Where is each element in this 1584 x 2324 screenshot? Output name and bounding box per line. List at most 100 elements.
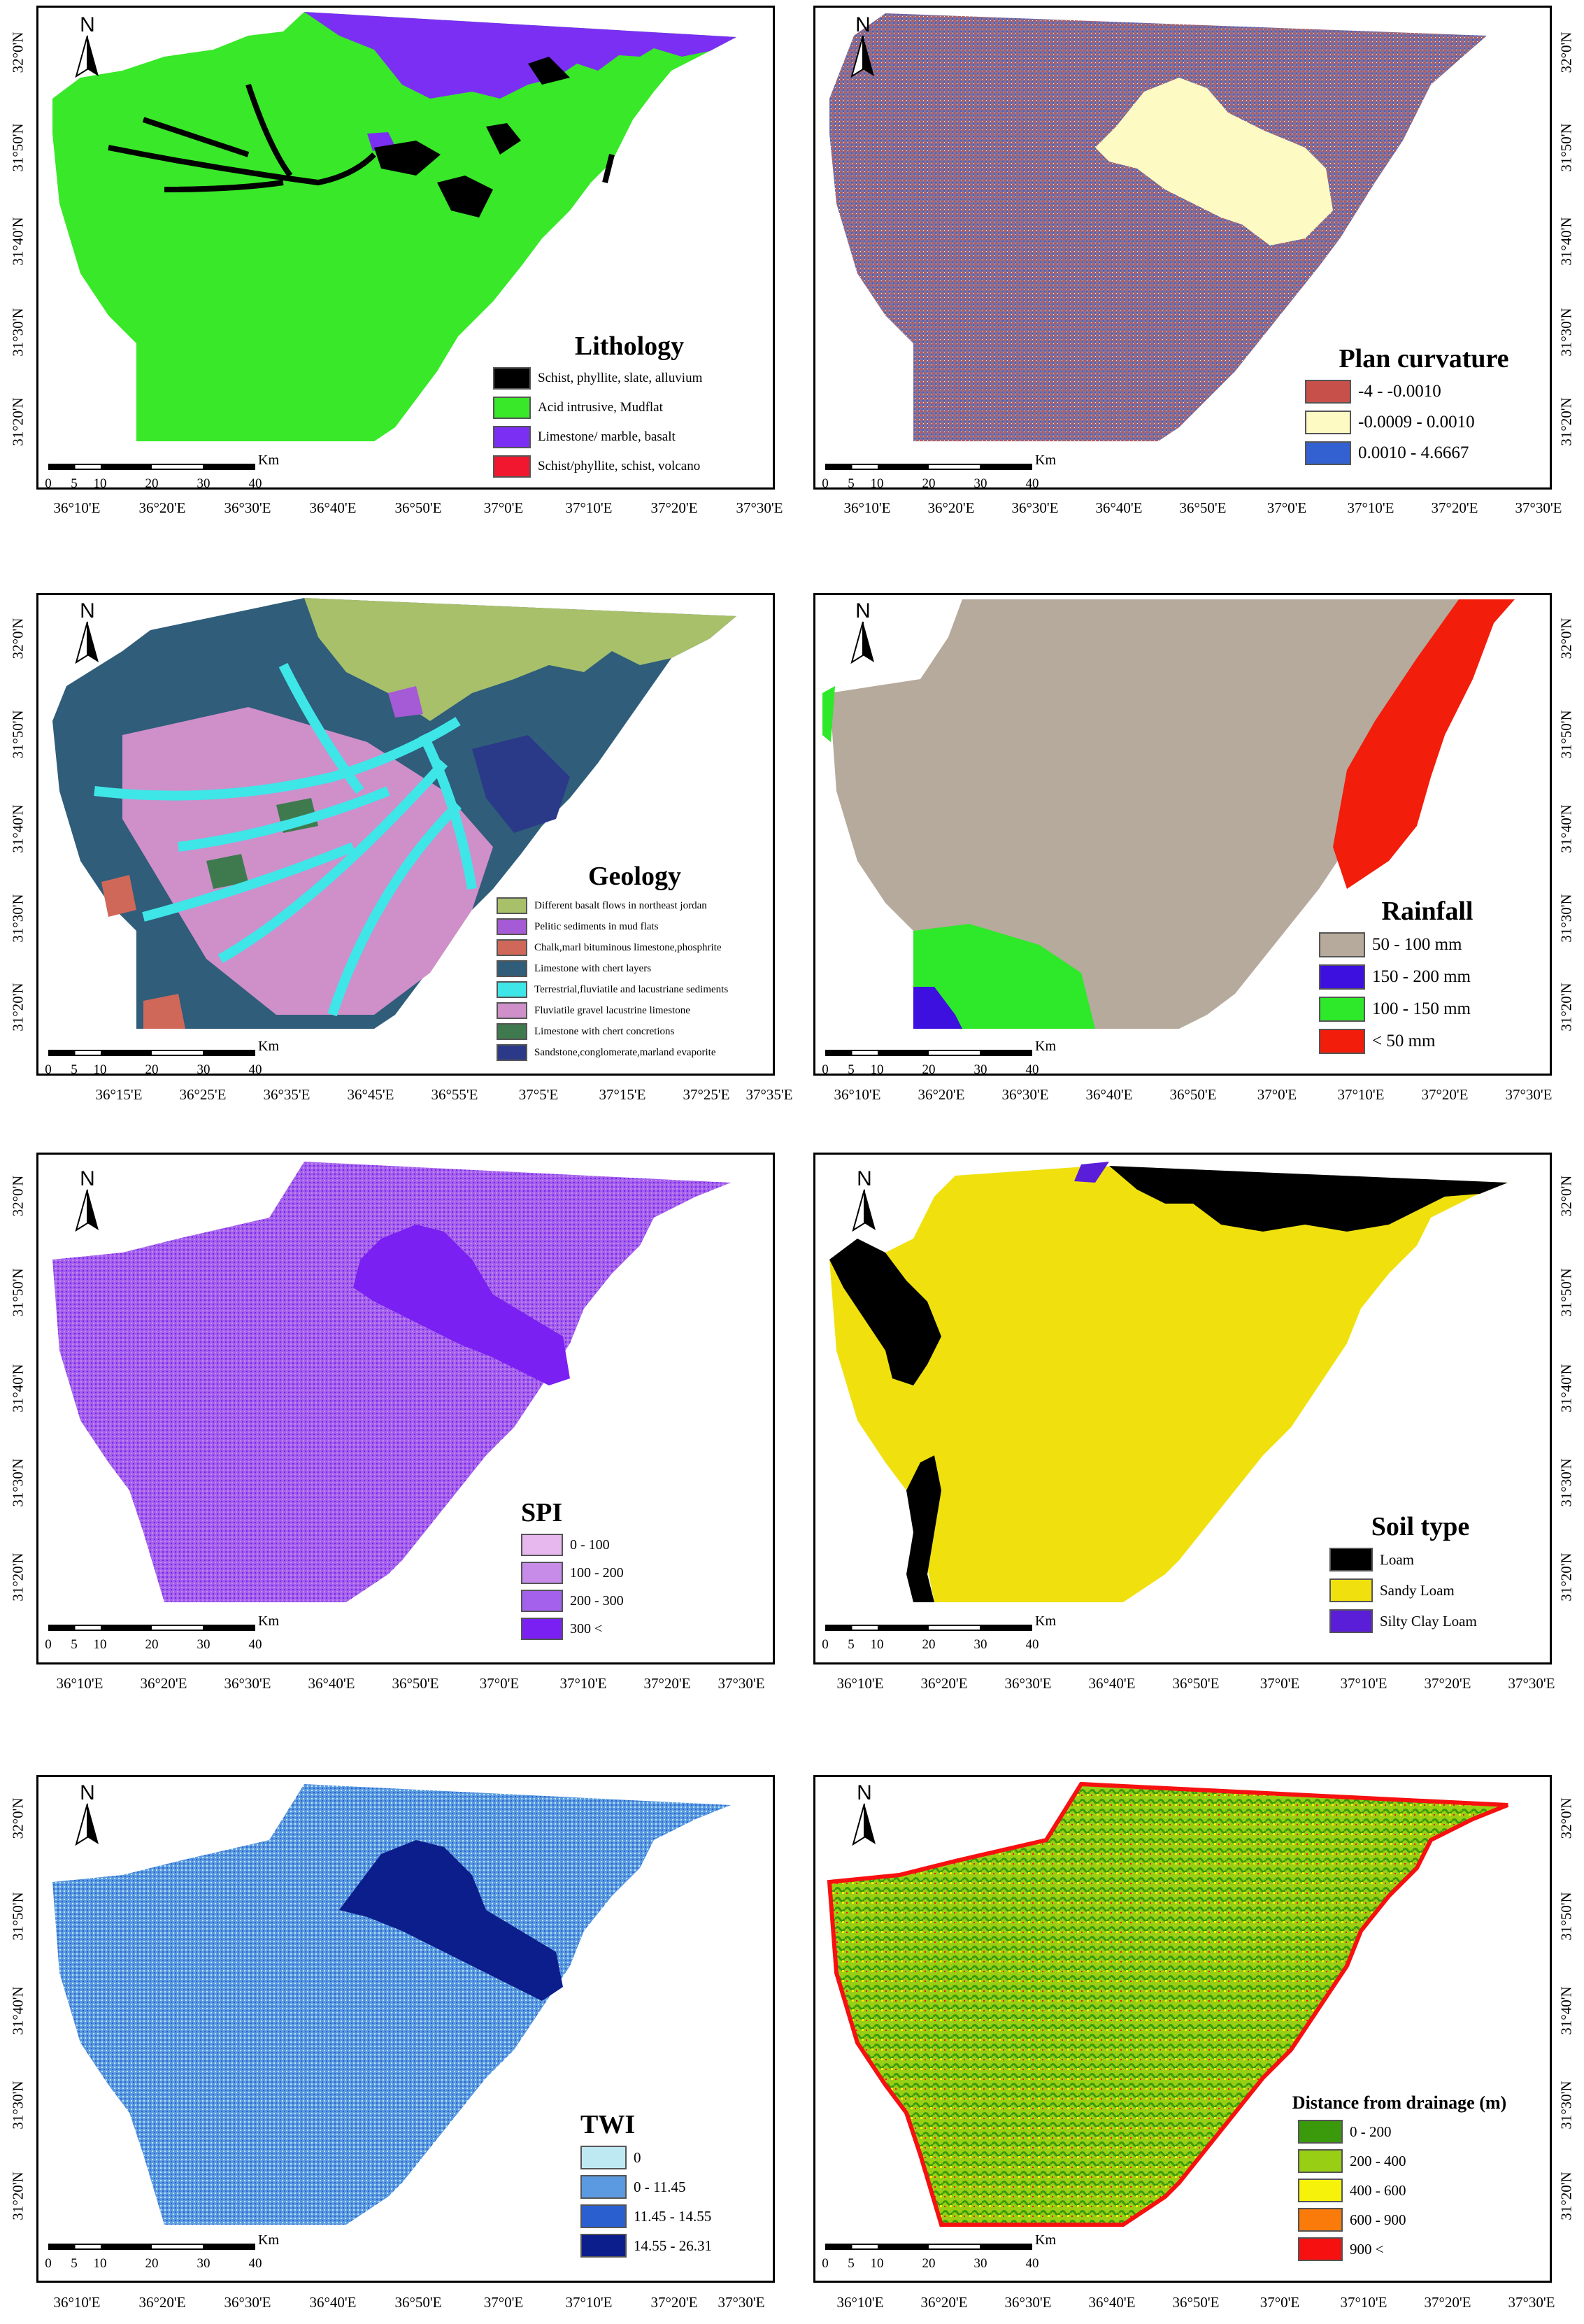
legend-label: Limestone with chert layers — [534, 962, 652, 974]
lon-label: 36°50'E — [394, 2294, 442, 2311]
geology-chalk-patches — [101, 875, 185, 1029]
lithology-limestone-area — [304, 12, 736, 99]
legend-title-distance-drainage: Distance from drainage (m) — [1292, 2093, 1507, 2113]
map-distance-drainage — [827, 1781, 1509, 2227]
north-arrow: N — [842, 599, 884, 676]
lat-label: 31°50'N — [1557, 710, 1575, 759]
legend-swatch — [1329, 1609, 1373, 1633]
legend-label: 400 - 600 — [1350, 2181, 1406, 2199]
lat-label: 31°50'N — [1557, 1892, 1575, 1941]
legend-label: Loam — [1380, 1550, 1414, 1568]
soil-loam-southwest-strip — [906, 1455, 941, 1602]
lon-label: 37°20'E — [643, 1675, 691, 1692]
lon-label: 37°30'E — [1508, 2294, 1555, 2311]
scale-tick: 0 — [45, 1062, 52, 1076]
legend-label: < 50 mm — [1372, 1032, 1436, 1050]
lon-label: 37°20'E — [1424, 2294, 1471, 2311]
lon-label: 37°10'E — [1340, 2294, 1387, 2311]
scale-tick: 10 — [870, 476, 884, 490]
legend-row: 11.45 - 14.55 — [580, 2204, 748, 2228]
legend-swatch — [580, 2175, 627, 2199]
lat-label: 31°30'N — [9, 2081, 27, 2130]
lon-label: 37°20'E — [1421, 1086, 1469, 1103]
north-label: N — [855, 13, 871, 36]
legend-distance-drainage: Distance from drainage (m) 0 - 200 200 -… — [1270, 2092, 1543, 2267]
scale-tick: 40 — [1025, 1637, 1039, 1652]
legend-label: 0 - 11.45 — [634, 2178, 686, 2195]
map-geology — [52, 598, 736, 1029]
lon-label: 36°50'E — [394, 499, 442, 516]
legend-row: 100 - 200 — [521, 1562, 675, 1584]
map-frame-distance-drainage: N Distance from drainage (m) 0 - 200 200… — [813, 1775, 1552, 2283]
lon-label: 37°30'E — [718, 2294, 765, 2311]
legend-label: 0 - 100 — [570, 1537, 610, 1553]
map-frame-spi: N SPI 0 - 100 100 - 200 200 - 300 300 < … — [36, 1153, 775, 1664]
lat-label: 32°0'N — [1557, 31, 1575, 73]
legend-row: Schist, phyllite, slate, alluvium — [493, 367, 766, 390]
lon-label: 36°50'E — [1169, 1086, 1217, 1103]
scale-tick: 0 — [822, 1637, 829, 1652]
lon-label: 36°20'E — [920, 2294, 968, 2311]
north-label: N — [857, 1167, 872, 1190]
map-frame-soil-type: N Soil type Loam Sandy Loam Silty Clay L… — [813, 1153, 1552, 1664]
scale-tick: 0 — [45, 476, 52, 490]
lon-label: 36°30'E — [224, 2294, 271, 2311]
legend-label: 0.0010 - 4.6667 — [1358, 443, 1469, 462]
legend-plan-curvature: Plan curvature -4 - -0.0010 -0.0009 - 0.… — [1305, 343, 1543, 472]
legend-label: Acid intrusive, Mudflat — [538, 400, 663, 415]
legend-swatch — [580, 2146, 627, 2169]
lon-label: 37°0'E — [1267, 499, 1307, 516]
scale-tick: 30 — [197, 1062, 211, 1076]
map-soil-type — [829, 1162, 1508, 1602]
legend-rainfall: Rainfall 50 - 100 mm 150 - 200 mm 100 - … — [1319, 896, 1536, 1061]
lon-label: 37°25'E — [683, 1086, 730, 1103]
map-frame-geology: N Geology Different basalt flows in nort… — [36, 593, 775, 1076]
lon-label: 37°10'E — [565, 2294, 613, 2311]
legend-row: Terrestrial,fluviatile and lacustriane s… — [497, 981, 773, 998]
lon-label: 36°30'E — [1011, 499, 1059, 516]
scale-tick: 20 — [145, 1062, 159, 1076]
lon-label: 36°30'E — [1004, 1675, 1052, 1692]
lon-label: 37°20'E — [650, 2294, 698, 2311]
legend-label: Different basalt flows in northeast jord… — [534, 899, 707, 911]
lon-label: 36°25'E — [179, 1086, 227, 1103]
north-arrow-icon — [75, 621, 99, 664]
north-arrow: N — [842, 13, 884, 90]
lon-label: 36°20'E — [138, 499, 186, 516]
rainfall-100-150-area — [913, 924, 1095, 1029]
lat-label: 31°20'N — [9, 1553, 27, 1602]
lon-label: 37°5'E — [518, 1086, 559, 1103]
legend-swatch — [493, 397, 531, 419]
lon-label: 36°35'E — [263, 1086, 311, 1103]
lon-label: 36°50'E — [1172, 1675, 1220, 1692]
legend-label: Chalk,marl bituminous limestone,phosphri… — [534, 941, 722, 953]
legend-swatch — [1298, 2208, 1343, 2232]
lon-label: 37°20'E — [1424, 1675, 1471, 1692]
lon-label: 36°20'E — [140, 1675, 187, 1692]
scale-tick: 10 — [93, 1062, 107, 1076]
lat-label: 31°40'N — [9, 217, 27, 266]
legend-label: Pelitic sediments in mud flats — [534, 920, 659, 932]
legend-title-twi: TWI — [580, 2110, 636, 2139]
lon-label: 36°50'E — [1179, 499, 1227, 516]
legend-label: 150 - 200 mm — [1372, 967, 1471, 986]
lat-label: 31°30'N — [9, 894, 27, 943]
north-arrow-icon — [850, 621, 874, 664]
lat-label: 31°30'N — [1557, 894, 1575, 943]
north-arrow: N — [843, 1781, 885, 1858]
legend-swatch — [497, 1002, 527, 1019]
legend-swatch — [1298, 2120, 1343, 2144]
lon-label: 37°30'E — [736, 499, 783, 516]
lon-label: 37°10'E — [565, 499, 613, 516]
lithology-schist-channels — [108, 83, 615, 192]
legend-swatch — [497, 1023, 527, 1040]
legend-swatch — [497, 1044, 527, 1061]
legend-row: 0 - 11.45 — [580, 2175, 748, 2199]
legend-swatch — [497, 981, 527, 998]
scale-tick: 30 — [197, 2256, 211, 2271]
scale-tick: 10 — [870, 1637, 884, 1652]
lat-label: 31°40'N — [9, 1986, 27, 2035]
legend-row: -0.0009 - 0.0010 — [1305, 411, 1543, 434]
legend-row: 400 - 600 — [1298, 2179, 1543, 2202]
lon-label: 37°0'E — [1260, 1675, 1300, 1692]
